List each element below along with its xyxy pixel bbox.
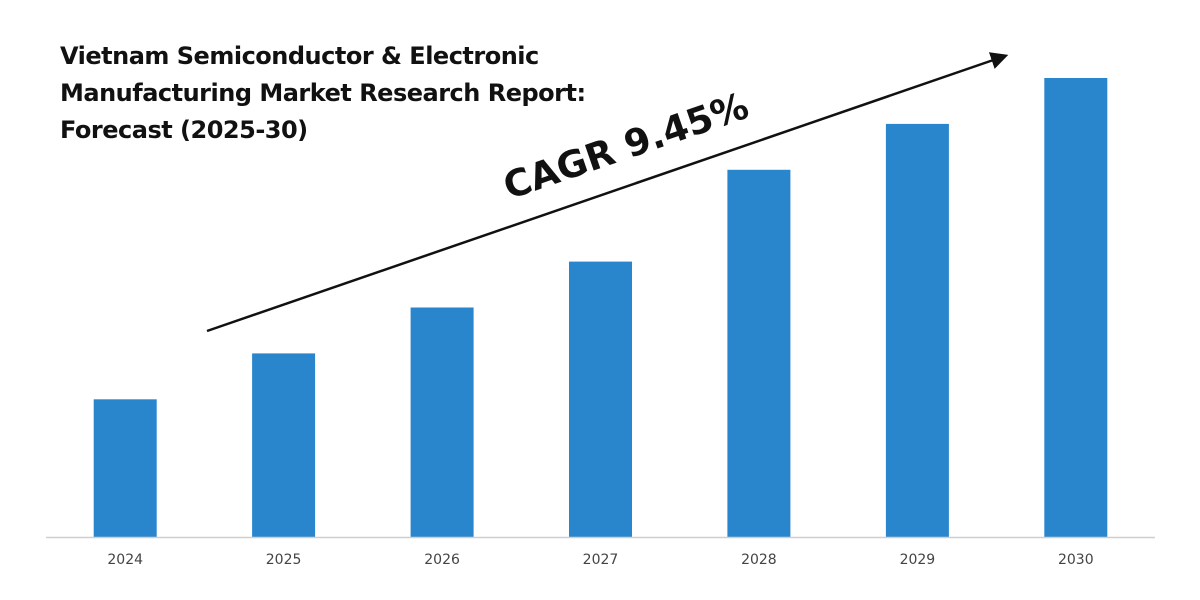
x-tick-label-2030: 2030 [1058, 552, 1094, 568]
bar-2025 [252, 353, 316, 537]
bar-2028 [727, 169, 791, 538]
chart-title-line-3: Forecast (2025-30) [60, 116, 308, 144]
bar-2027 [569, 261, 632, 537]
x-tick-label-2026: 2026 [424, 552, 460, 568]
bar-2026 [410, 307, 474, 537]
bar-2030 [1044, 78, 1108, 537]
x-tick-label-2028: 2028 [741, 552, 777, 568]
bar-2029 [885, 123, 949, 538]
chart-title-line-1: Vietnam Semiconductor & Electronic [60, 42, 539, 70]
trend-arrow [206, 52, 1009, 333]
x-tick-label-2027: 2027 [583, 552, 619, 568]
bar-2024 [93, 399, 157, 537]
bars-layer [93, 78, 1108, 538]
x-tick-label-2029: 2029 [900, 552, 936, 568]
cagr-annotation: CAGR 9.45% [498, 84, 754, 208]
x-tick-label-2025: 2025 [266, 552, 302, 568]
x-tick-label-2024: 2024 [107, 552, 143, 568]
chart-title: Vietnam Semiconductor & Electronic Manuf… [60, 38, 620, 149]
x-tick-labels: 2024 2025 2026 2027 2028 2029 2030 [107, 552, 1093, 568]
chart-title-line-2: Manufacturing Market Research Report: [60, 79, 586, 107]
